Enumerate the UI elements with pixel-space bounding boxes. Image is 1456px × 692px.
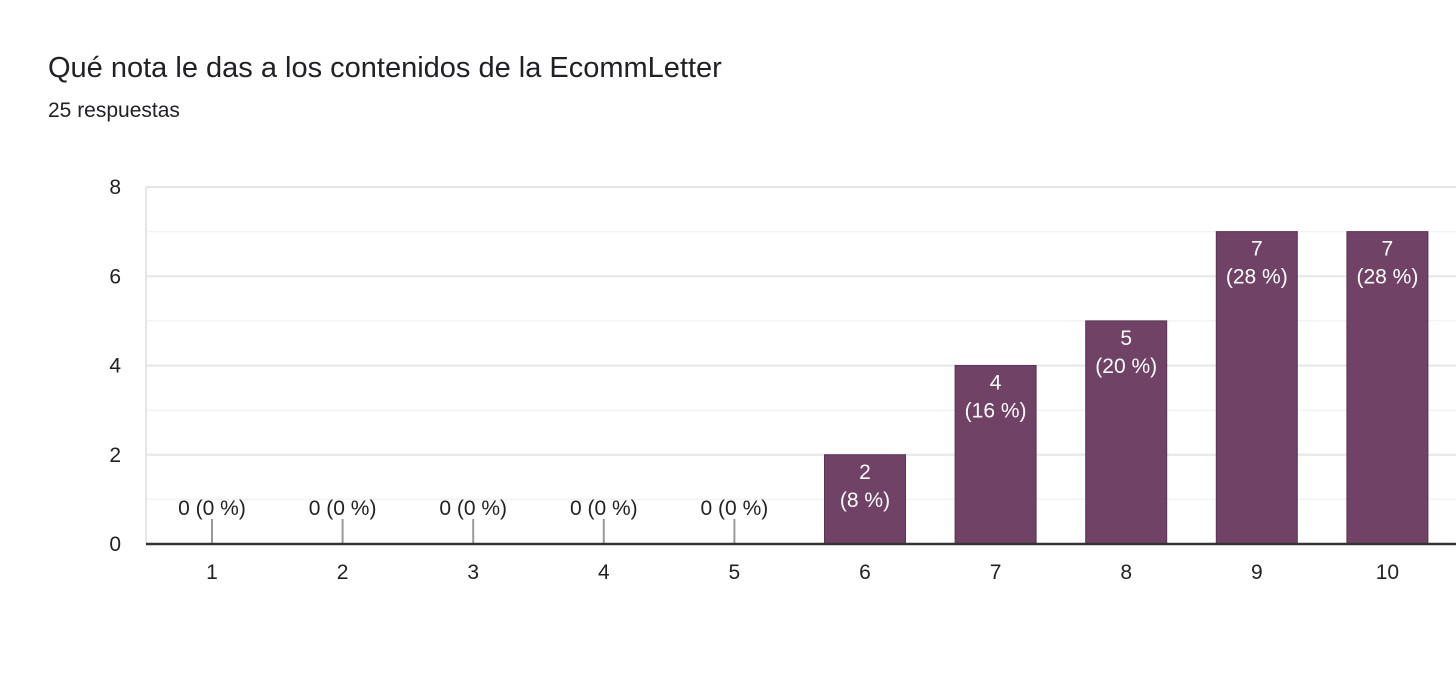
x-tick-label: 3 — [467, 561, 479, 584]
bar-percent-label: (20 %) — [1095, 355, 1157, 378]
chart-title: Qué nota le das a los contenidos de la E… — [48, 52, 722, 84]
bar-percent-label: (28 %) — [1356, 266, 1418, 289]
bar-count-label: 5 — [1120, 327, 1132, 350]
bar-percent-label: (16 %) — [965, 400, 1027, 423]
bar-value-label: 0 (0 %) — [439, 497, 507, 520]
axes: 0 2 4 6 8 1 2 3 4 5 6 7 8 9 10 — [109, 176, 1456, 584]
y-tick-label: 8 — [109, 176, 121, 199]
x-tick-label: 5 — [729, 561, 741, 584]
x-tick-label: 9 — [1251, 561, 1263, 584]
x-tick-label: 7 — [990, 561, 1002, 584]
x-tick-label: 2 — [337, 561, 349, 584]
x-tick-label: 4 — [598, 561, 610, 584]
y-tick-label: 4 — [109, 355, 121, 378]
bar-count-label: 2 — [859, 461, 871, 484]
y-tick-label: 6 — [109, 265, 121, 288]
x-tick-label: 10 — [1376, 561, 1399, 584]
x-tick-label: 8 — [1120, 561, 1132, 584]
bar-percent-label: (28 %) — [1226, 266, 1288, 289]
bar-percent-label: (8 %) — [840, 489, 890, 512]
bar-value-label: 0 (0 %) — [178, 497, 246, 520]
x-tick-label: 1 — [206, 561, 218, 584]
bar — [1215, 231, 1298, 545]
bar-count-label: 7 — [1251, 238, 1263, 261]
bar — [1346, 231, 1429, 545]
data-labels: 0 (0 %) 0 (0 %) 0 (0 %) 0 (0 %) 0 (0 %) 2 (8 %… — [178, 238, 1418, 520]
bar-value-label: 0 (0 %) — [309, 497, 377, 520]
response-count: 25 respuestas — [48, 99, 180, 122]
x-tick-label: 6 — [859, 561, 871, 584]
bar-count-label: 4 — [990, 372, 1002, 395]
bar-value-label: 0 (0 %) — [570, 497, 638, 520]
bar-count-label: 7 — [1382, 238, 1394, 261]
bar — [954, 365, 1037, 545]
bar — [1085, 320, 1168, 545]
y-tick-label: 2 — [109, 444, 121, 467]
y-tick-label: 0 — [109, 533, 121, 556]
bar-value-label: 0 (0 %) — [701, 497, 769, 520]
